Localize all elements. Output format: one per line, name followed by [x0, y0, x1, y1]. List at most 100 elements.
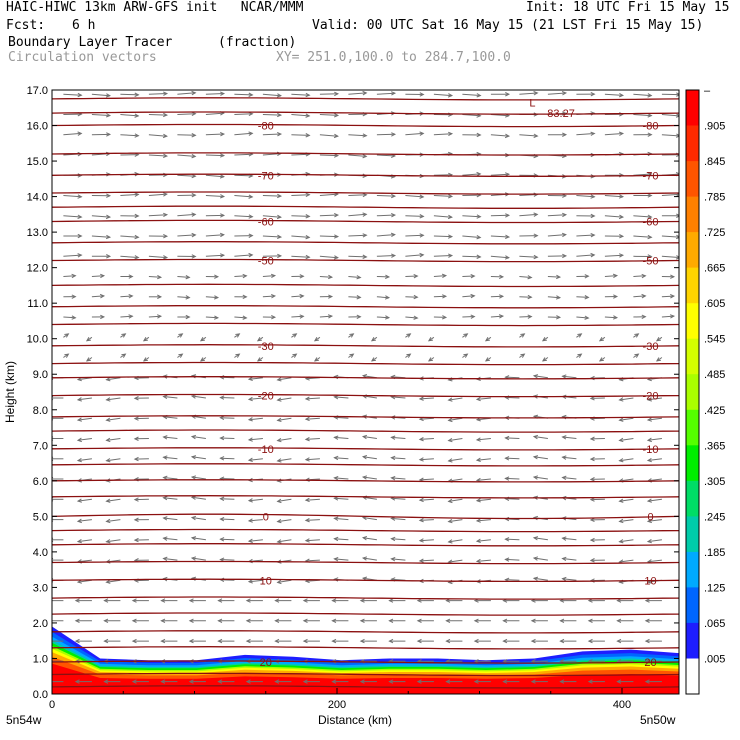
vector-head — [670, 294, 676, 299]
vector-arrow — [205, 296, 218, 299]
colorbar-label: .065 — [704, 618, 725, 630]
y-tick-label: 11.0 — [27, 298, 48, 310]
vector-head — [613, 294, 619, 299]
vector-head — [142, 357, 148, 362]
vector-head — [163, 212, 169, 218]
vector-head — [675, 113, 679, 118]
vector-head — [271, 314, 277, 320]
vector-arrow — [348, 92, 367, 95]
vector-head — [475, 457, 481, 462]
vector-head — [219, 174, 225, 179]
temperature-contours: 20 20 10 10 0 0 -10 -10 -20 -20 -30 -30 -50 -50 -60 -60… — [52, 97, 679, 689]
colorbar-swatch — [686, 409, 699, 446]
vector-head — [105, 417, 111, 422]
y-tick-label: 7.0 — [33, 440, 48, 452]
vector-head — [302, 638, 308, 644]
vector-head — [505, 213, 511, 218]
colorbar-swatch — [686, 658, 699, 695]
vector-head — [470, 273, 476, 279]
vector-arrow — [234, 316, 247, 319]
contour-line — [52, 685, 679, 689]
vector-head — [133, 456, 139, 462]
vector-arrow — [106, 539, 121, 543]
vector-arrow — [148, 93, 167, 95]
vector-head — [463, 333, 469, 338]
vector-head — [242, 294, 248, 300]
vector-head — [235, 353, 241, 358]
vector-arrow — [334, 558, 349, 561]
vector-arrow — [619, 539, 634, 543]
vector-head — [105, 518, 111, 524]
vector-head — [134, 192, 140, 197]
contour-line — [52, 543, 679, 547]
vector-head — [74, 638, 80, 644]
vector-arrow — [661, 255, 679, 259]
vector-head — [277, 193, 283, 199]
vector-arrow — [363, 537, 377, 541]
vector-head — [530, 679, 536, 684]
vector-arrow — [291, 235, 310, 238]
vector-arrow — [604, 133, 623, 136]
vector-head — [616, 618, 622, 623]
vector-head — [333, 536, 339, 542]
y-tick-label: 15.0 — [27, 156, 48, 168]
vector-head — [555, 295, 562, 300]
vector-arrow — [220, 498, 235, 500]
vector-arrow — [419, 478, 434, 481]
contour-line — [52, 560, 679, 565]
vector-arrow — [277, 498, 292, 502]
vector-head — [419, 131, 425, 136]
y-tick-label: 13.0 — [27, 227, 48, 239]
vector-head — [476, 93, 482, 98]
vector-head — [178, 333, 184, 338]
vector-arrow — [348, 296, 361, 298]
vector-head — [64, 353, 70, 358]
vector-head — [418, 396, 424, 401]
contour-line — [52, 191, 679, 195]
vector-arrow — [604, 93, 623, 96]
vector-arrow — [305, 438, 320, 440]
vector-arrow — [363, 436, 377, 439]
vector-arrow — [391, 396, 406, 399]
vector-head — [590, 232, 596, 238]
vector-arrow — [647, 519, 662, 522]
vector-arrow — [319, 315, 332, 318]
vector-arrow — [234, 195, 253, 198]
vector-arrow — [262, 93, 281, 97]
vector-head — [47, 680, 51, 684]
vector-arrow — [63, 275, 76, 277]
vector-arrow — [177, 296, 190, 299]
vector-arrow — [148, 154, 167, 157]
vector-head — [475, 396, 481, 402]
vector-head — [235, 333, 241, 338]
vector-head — [334, 234, 340, 239]
vector-head — [220, 213, 226, 218]
vector-head — [105, 377, 111, 382]
vector-head — [191, 254, 197, 259]
vector-head — [134, 213, 140, 219]
vector-arrow — [291, 134, 310, 136]
vector-arrow — [462, 275, 475, 277]
vector-head — [274, 679, 280, 684]
vector-head — [220, 253, 226, 258]
vector-head — [185, 295, 191, 300]
vector-arrow — [220, 518, 235, 521]
colorbar-label: .485 — [704, 369, 725, 381]
vector-arrow — [334, 457, 349, 460]
contour-label: -30 — [643, 341, 659, 353]
vector-head — [163, 112, 169, 118]
vector-head — [370, 357, 376, 362]
vector-head — [103, 679, 109, 684]
field-units: (fraction) — [218, 35, 297, 50]
vector-head — [77, 253, 83, 258]
vector-head — [619, 234, 625, 239]
vector-head — [647, 214, 653, 219]
vector-head — [185, 274, 191, 280]
vector-head — [646, 417, 652, 422]
vector-head — [527, 314, 533, 319]
vector-head — [587, 679, 593, 684]
vector-arrow — [77, 579, 92, 583]
vector-arrow — [405, 195, 424, 198]
vector-arrow — [619, 498, 634, 502]
vector-arrow — [476, 458, 491, 461]
